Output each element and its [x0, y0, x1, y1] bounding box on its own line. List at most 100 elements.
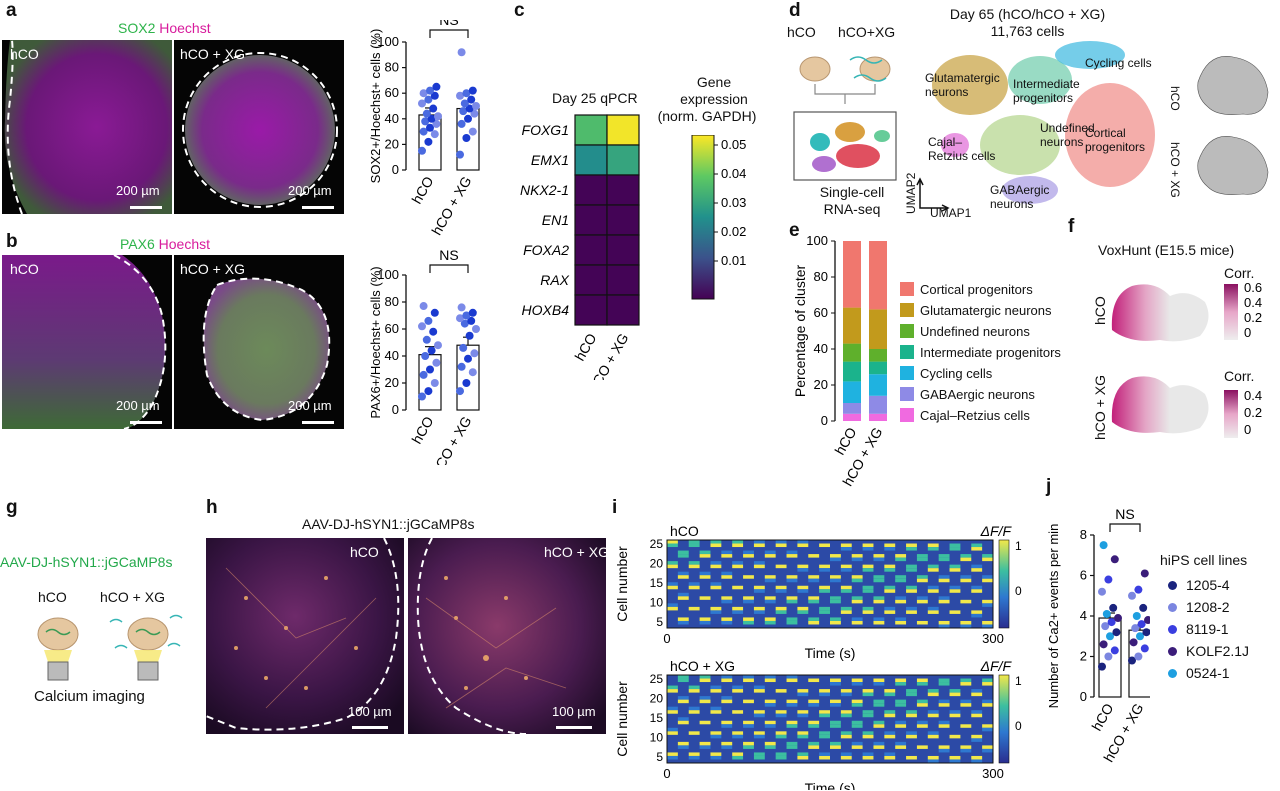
raster-cell [873, 596, 885, 600]
data-point [470, 349, 479, 358]
heatmap-cell [606, 144, 640, 176]
raster-cell [840, 713, 852, 718]
cluster-undefined [980, 115, 1060, 175]
raster-cell [938, 703, 950, 707]
panel-g-schematic [37, 614, 183, 681]
raster-cell [884, 585, 896, 590]
raster-cell [949, 543, 961, 548]
data-point [470, 109, 479, 118]
legend-dot [1168, 603, 1177, 612]
y-tick-label: 60 [385, 85, 399, 100]
raster-cell [862, 710, 874, 714]
raster-cell [927, 713, 939, 718]
raster-cell [862, 734, 874, 739]
raster-cell [710, 610, 722, 614]
raster-cell [786, 578, 798, 583]
significance-bracket [429, 264, 469, 273]
raster-cell [753, 752, 765, 756]
raster-cell [895, 720, 907, 725]
colorbar-tick-label: 0.01 [721, 253, 746, 268]
raster-cell [938, 575, 950, 579]
data-point [456, 314, 464, 323]
raster-cell [667, 710, 678, 714]
raster-cell [938, 624, 950, 628]
raster-cell [938, 578, 950, 583]
data-point [1109, 603, 1118, 612]
raster-cell [830, 554, 841, 558]
raster-cell [830, 599, 841, 604]
raster-cell [895, 596, 907, 600]
colorbar-tick-label: 0.2 [1244, 310, 1262, 325]
raster-cell [699, 620, 711, 625]
raster-cell [906, 689, 917, 693]
raster-cell [873, 617, 885, 621]
y-axis-label: SOX2+/Hoechst+ cells (%) [368, 29, 383, 184]
panel-c-cbar-title: Gene expression (norm. GAPDH) [658, 74, 764, 125]
raster-cell [808, 741, 820, 746]
cluster-label-glutamatergic: Glutamatergic neurons [925, 71, 1000, 99]
raster-cell [721, 550, 733, 555]
legend-dot [1168, 581, 1177, 590]
panel-a-micrographs [2, 40, 344, 214]
raster-cell [732, 543, 744, 548]
raster-cell [764, 724, 776, 728]
raster-cell [927, 610, 939, 614]
raster-cell [884, 692, 896, 697]
raster-cell [840, 755, 852, 760]
data-point [424, 387, 433, 396]
raster-cell [830, 557, 841, 562]
raster-cell [721, 596, 733, 600]
raster-cell [710, 689, 722, 693]
raster-cell [949, 689, 961, 693]
raster-cell [830, 699, 841, 704]
raster-cell [677, 696, 689, 700]
raster-cell [764, 550, 776, 555]
stain-sox2: SOX2 [118, 20, 156, 36]
raster-cell [732, 689, 744, 693]
raster-cell [667, 685, 678, 690]
stack-segment [869, 309, 887, 349]
raster-cell [721, 699, 733, 704]
raster-cell [808, 703, 820, 707]
raster-cell [797, 692, 809, 697]
raster-cell [873, 699, 885, 704]
raster-cell [906, 710, 917, 714]
raster-cell [938, 599, 950, 604]
raster-cell [710, 561, 722, 565]
raster-cell [764, 678, 776, 683]
raster-cell [851, 720, 863, 725]
panel-label-b: b [6, 231, 18, 252]
raster-cell [808, 554, 820, 558]
raster-cell [808, 578, 820, 583]
data-point [1128, 656, 1136, 665]
raster-cell [688, 755, 700, 760]
raster-cell [677, 678, 689, 683]
panel-f-cbar-title-2: Corr. [1224, 368, 1255, 384]
seq-label-line2: RNA-seq [823, 201, 881, 217]
raster-cell [786, 554, 798, 558]
raster-cell [916, 620, 928, 625]
raster-cell [927, 689, 939, 693]
panel-d-label-hcoxg: hCO+XG [838, 24, 896, 40]
raster-cell [840, 564, 852, 569]
raster-cell [786, 575, 798, 579]
raster-cell [971, 759, 983, 763]
raster-cell [710, 685, 722, 690]
x-tick-label: 300 [982, 631, 1004, 646]
panel-c-title: Day 25 qPCR [552, 90, 638, 106]
raster-cell [960, 745, 972, 749]
data-point [1104, 652, 1113, 661]
colorbar-tick-label: 1 [1015, 539, 1022, 553]
raster-cell [982, 703, 993, 707]
raster-cell [808, 599, 820, 604]
raster-cell [862, 543, 874, 548]
raster-cell [884, 606, 896, 611]
y-tick-label: 2 [1080, 649, 1087, 664]
raster-cell [753, 610, 765, 614]
data-point [1136, 632, 1144, 641]
raster-cell [949, 564, 961, 569]
raster-cell [895, 554, 907, 558]
legend-swatch [900, 324, 914, 338]
raster-cell [830, 703, 841, 707]
